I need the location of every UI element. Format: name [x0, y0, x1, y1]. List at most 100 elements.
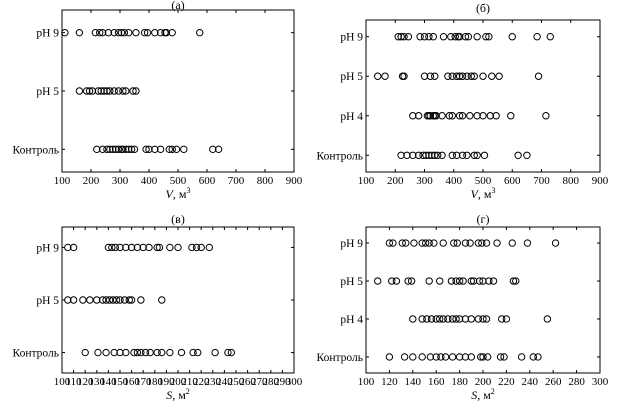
data-point	[86, 296, 94, 304]
category-label: pH 5	[340, 276, 363, 288]
x-tick-label: 600	[504, 175, 521, 187]
data-point	[476, 353, 485, 361]
data-point	[125, 28, 133, 37]
data-point	[106, 145, 114, 154]
data-point	[388, 277, 396, 285]
data-point	[514, 151, 522, 159]
data-point	[452, 72, 461, 80]
x-tick-label: 300	[416, 175, 433, 187]
data-point	[498, 315, 506, 323]
x-tick-label: 180	[451, 376, 468, 388]
data-point	[441, 353, 450, 361]
data-point	[432, 353, 440, 361]
data-point	[470, 72, 478, 80]
data-point	[140, 28, 149, 37]
data-point	[397, 151, 405, 159]
panel-3: (в)1001101201301401501601701801902002102…	[13, 212, 303, 402]
data-point	[467, 315, 475, 323]
data-point	[151, 28, 159, 37]
data-point	[75, 28, 84, 37]
data-point	[407, 277, 416, 285]
data-point	[189, 348, 197, 357]
data-point	[467, 353, 475, 361]
data-point	[402, 239, 410, 247]
x-axis-title: V, м3	[166, 186, 191, 201]
data-point	[500, 353, 508, 361]
data-point	[467, 72, 475, 80]
data-point	[455, 33, 464, 41]
data-point	[155, 243, 164, 252]
data-point	[444, 72, 452, 80]
data-point	[479, 353, 487, 361]
x-tick-label: 400	[141, 175, 158, 187]
panel-2: (б) 100 200 300 400 500 600 700 800 900 V, м3 Контр…	[317, 1, 609, 201]
data-point	[211, 348, 219, 357]
data-point	[452, 151, 461, 159]
data-point	[143, 28, 152, 37]
x-tick-label: 170	[135, 376, 152, 388]
data-point	[196, 28, 204, 37]
data-point	[102, 296, 110, 304]
x-tick-label: 500	[170, 175, 187, 187]
data-point	[425, 277, 433, 285]
x-axis-title: S, м2	[166, 387, 190, 402]
category-label: pH 5	[36, 295, 59, 307]
data-point	[474, 239, 483, 247]
data-point	[165, 145, 174, 154]
data-point	[209, 145, 217, 154]
panel-label: (г)	[477, 212, 490, 226]
x-tick-label: 110	[66, 376, 83, 388]
x-tick-label: 200	[83, 175, 100, 187]
data-point	[106, 87, 114, 95]
data-point	[409, 112, 417, 120]
data-point	[432, 315, 440, 323]
data-point	[458, 72, 467, 80]
x-tick-label: 800	[563, 175, 580, 187]
x-tick-label: 500	[475, 175, 492, 187]
data-point	[85, 87, 94, 95]
data-point	[385, 239, 394, 247]
data-point	[445, 112, 454, 120]
data-point	[455, 72, 464, 80]
data-point	[478, 239, 486, 247]
data-point	[517, 353, 526, 361]
data-point	[394, 33, 402, 41]
data-point	[177, 348, 186, 357]
data-point	[180, 145, 188, 154]
data-point	[425, 33, 433, 41]
data-point	[69, 243, 78, 252]
data-point	[400, 353, 409, 361]
data-point	[100, 87, 108, 95]
data-point	[110, 28, 118, 37]
data-point	[105, 296, 114, 304]
data-point	[461, 33, 470, 41]
data-point	[82, 87, 91, 95]
data-point	[108, 243, 116, 252]
data-point	[166, 348, 174, 357]
data-point	[133, 348, 142, 357]
data-point	[428, 151, 436, 159]
data-point	[409, 315, 417, 323]
x-tick-label: 140	[100, 376, 117, 388]
data-point	[466, 239, 474, 247]
panel-4: (г) 100 120 140 160 180 200 220 240 260 280 300 S, м…	[317, 212, 609, 402]
category-label: Контроль	[13, 348, 60, 360]
x-tick-label: 150	[112, 376, 129, 388]
data-point	[64, 243, 72, 252]
data-point	[385, 353, 394, 361]
data-point	[453, 239, 461, 247]
x-tick-label: 100	[358, 175, 375, 187]
data-point	[450, 239, 458, 247]
x-tick-label: 160	[428, 376, 445, 388]
data-point	[436, 315, 444, 323]
x-tick-label: 280	[568, 376, 585, 388]
data-point	[496, 353, 505, 361]
data-point	[64, 296, 72, 304]
data-point	[473, 112, 481, 120]
data-point	[542, 112, 550, 120]
x-axis-title: V, м3	[471, 186, 496, 201]
category-label: pH 5	[36, 86, 59, 98]
data-point	[451, 33, 459, 41]
data-point	[452, 315, 460, 323]
